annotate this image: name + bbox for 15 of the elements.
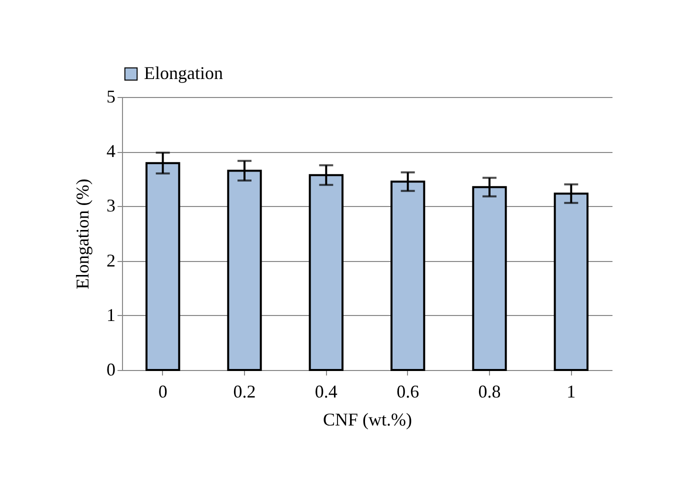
x-tick-label: 1 (566, 382, 576, 402)
x-axis-title: CNF (wt.%) (323, 410, 412, 430)
x-tick-label: 0 (158, 382, 168, 402)
x-tick-label: 0.8 (478, 382, 501, 402)
y-tick-label: 5 (106, 86, 116, 106)
legend-label: Elongation (144, 63, 223, 83)
y-tick-label: 3 (106, 196, 116, 216)
y-tick-label: 4 (106, 141, 116, 162)
x-tick-label: 0.2 (233, 382, 256, 402)
y-axis-title: Elongation (%) (72, 178, 92, 290)
y-tick-label: 2 (106, 250, 116, 270)
x-tick-label: 0.4 (314, 382, 338, 402)
x-tick-label: 0.6 (396, 382, 420, 402)
y-tick-label: 1 (106, 304, 116, 325)
y-tick-label: 0 (106, 360, 116, 380)
